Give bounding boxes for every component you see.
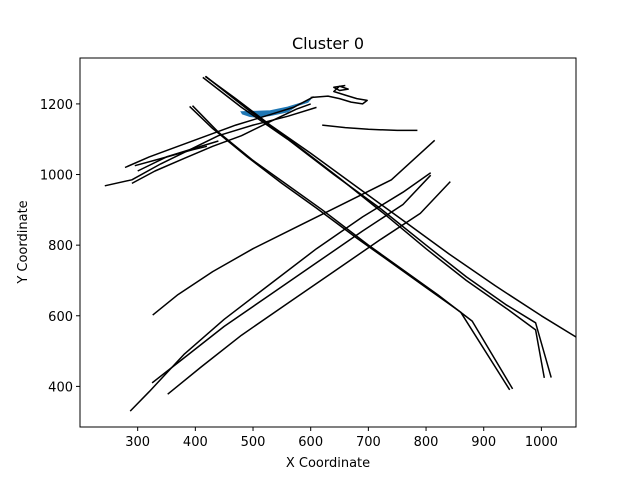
x-axis-label: X Coordinate: [286, 456, 370, 471]
x-tick-label: 800: [414, 435, 439, 450]
series-line-8: [152, 139, 436, 316]
series-line-15: [322, 124, 418, 132]
series-line-11: [131, 103, 311, 185]
x-tick-label: 400: [183, 435, 208, 450]
series-line-6: [151, 174, 432, 384]
series-line-3: [189, 105, 511, 391]
y-tick-label: 1200: [40, 98, 73, 113]
series-line-9: [104, 106, 317, 187]
y-tick-label: 1000: [40, 169, 73, 184]
x-axis-ticks: 300 400 500 600 700 800 900 1000: [125, 427, 558, 450]
series-line-5: [129, 172, 432, 412]
series-line-10: [124, 96, 314, 169]
x-tick-label: 900: [471, 435, 496, 450]
plot-lines: [104, 75, 577, 412]
x-tick-label: 300: [125, 435, 150, 450]
plot-frame: [79, 57, 577, 428]
series-line-7: [167, 181, 451, 395]
x-tick-label: 500: [241, 435, 266, 450]
series-line-1: [202, 76, 552, 378]
y-tick-label: 400: [48, 380, 73, 395]
y-tick-label: 800: [48, 239, 73, 254]
y-tick-label: 600: [48, 310, 73, 325]
series-line-13: [137, 140, 219, 172]
series-line-14: [310, 84, 368, 105]
series-line-4: [205, 75, 546, 379]
series-line-0: [204, 75, 577, 338]
y-axis-label: Y Coordinate: [16, 200, 31, 284]
x-tick-label: 600: [298, 435, 323, 450]
y-axis-ticks: 400 600 800 1000 1200: [40, 98, 80, 395]
x-tick-label: 700: [356, 435, 381, 450]
chart-title: Cluster 0: [292, 34, 364, 53]
x-tick-label: 1000: [525, 435, 558, 450]
